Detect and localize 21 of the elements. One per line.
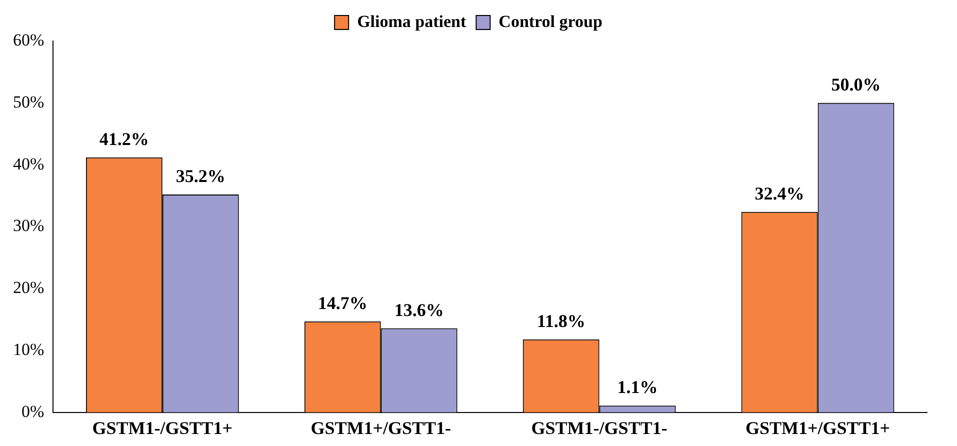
y-tick-label: 50% <box>12 92 44 112</box>
data-label: 14.7% <box>318 293 368 314</box>
y-tick-label: 0% <box>21 402 44 421</box>
data-label: 11.8% <box>536 311 586 332</box>
y-tick-label: 40% <box>12 154 44 174</box>
y-tick-label: 60% <box>12 30 44 50</box>
x-tick-label: GSTM1+/GSTT1+ <box>745 418 890 438</box>
data-label: 41.2% <box>99 129 149 150</box>
data-label: 50.0% <box>831 74 881 95</box>
data-label: 13.6% <box>394 300 444 320</box>
data-label: 32.4% <box>754 184 804 204</box>
x-tick-label: GSTM1-/GSTT1- <box>531 418 668 438</box>
x-tick-label: GSTM1+/GSTT1- <box>310 418 451 438</box>
y-tick-label: 20% <box>12 278 44 298</box>
data-label: 1.1% <box>617 377 658 398</box>
legend-label: Control group <box>498 12 602 31</box>
x-tick-label: GSTM1-/GSTT1+ <box>92 418 233 438</box>
y-tick-label: 10% <box>12 340 44 359</box>
data-label: 35.2% <box>176 166 226 186</box>
y-tick-label: 30% <box>12 216 44 236</box>
legend-label: Glioma patient <box>357 12 467 31</box>
